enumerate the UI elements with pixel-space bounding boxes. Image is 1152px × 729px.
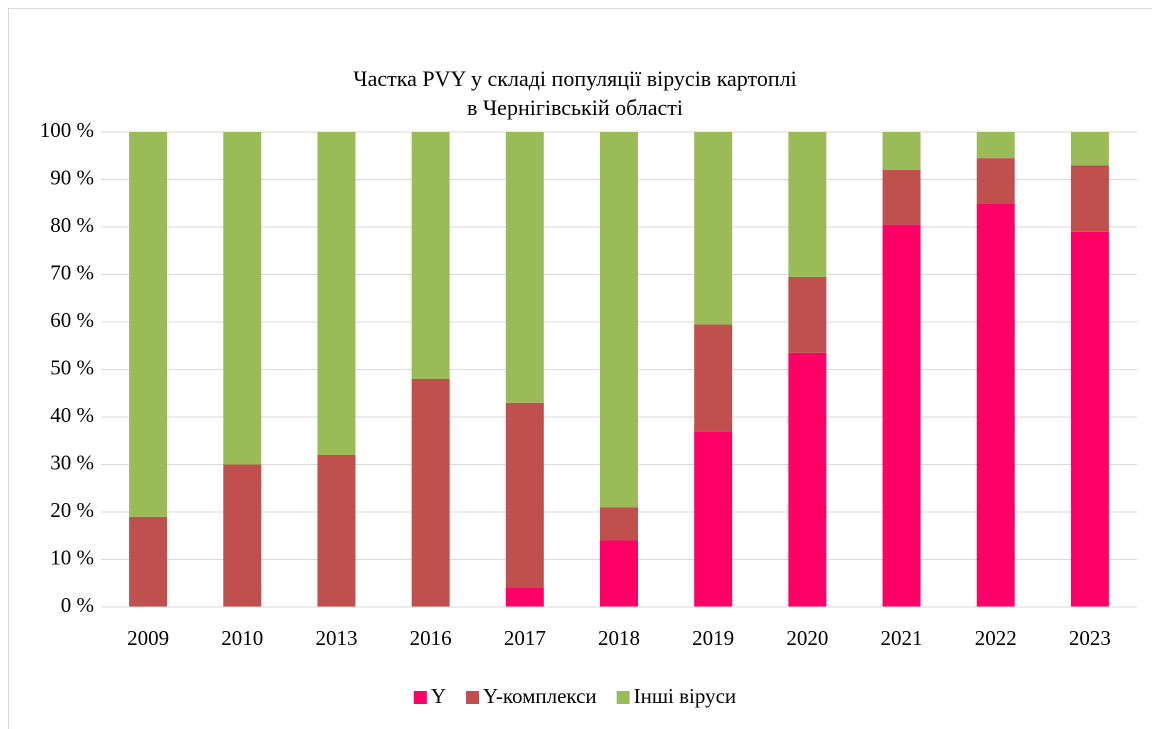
bar-segment xyxy=(223,464,262,607)
x-tick-label: 2019 xyxy=(692,626,734,650)
legend-swatch xyxy=(616,691,630,704)
bar-segment xyxy=(129,132,168,517)
bar-segment xyxy=(882,224,921,607)
y-tick-label: 60 % xyxy=(50,308,94,332)
bar-segment xyxy=(976,203,1015,607)
bar-segment xyxy=(1070,165,1109,232)
bar-segment xyxy=(600,540,638,607)
bar-segment xyxy=(1070,231,1109,607)
x-tick-label: 2020 xyxy=(786,626,828,650)
bar-segment xyxy=(505,132,544,403)
bar-segment xyxy=(505,588,544,607)
bar-segment xyxy=(411,379,450,607)
bar-segment xyxy=(317,455,356,607)
y-tick-label: 0 % xyxy=(61,593,94,617)
bar-segment xyxy=(882,170,921,225)
bar-segment xyxy=(694,324,733,432)
bar-segment xyxy=(788,132,827,277)
bar-segment xyxy=(694,431,733,607)
y-tick-label: 90 % xyxy=(50,165,94,189)
bar-segment xyxy=(600,507,638,541)
y-tick-label: 20 % xyxy=(50,498,94,522)
bar-segment xyxy=(129,516,168,607)
bar-segment xyxy=(882,132,921,170)
x-tick-label: 2016 xyxy=(410,626,452,650)
bar-segment xyxy=(788,352,827,607)
x-tick-label: 2021 xyxy=(881,626,923,650)
x-tick-label: 2017 xyxy=(504,626,546,650)
bar-segment xyxy=(505,402,544,588)
y-tick-label: 70 % xyxy=(50,260,94,284)
bar-segment xyxy=(976,132,1015,159)
x-tick-label: 2022 xyxy=(975,626,1017,650)
y-tick-label: 40 % xyxy=(50,403,94,427)
y-tick-label: 30 % xyxy=(50,450,94,474)
bar-segment xyxy=(411,132,450,379)
bar-segment xyxy=(788,276,827,353)
y-tick-label: 100 % xyxy=(40,118,94,142)
bar-segment xyxy=(976,158,1015,204)
x-tick-label: 2010 xyxy=(221,626,263,650)
y-tick-label: 10 % xyxy=(50,545,94,569)
bar-segment xyxy=(223,132,262,465)
chart-title: в Чернігівській області xyxy=(467,95,683,120)
x-tick-label: 2009 xyxy=(127,626,169,650)
legend-swatch xyxy=(413,691,427,704)
bar-segment xyxy=(694,132,733,325)
y-tick-label: 80 % xyxy=(50,213,94,237)
chart-border xyxy=(8,8,1152,729)
legend-label: Інші віруси xyxy=(634,684,737,708)
x-tick-label: 2013 xyxy=(315,626,357,650)
legend-label: Y-комплекси xyxy=(483,684,597,708)
bar-segment xyxy=(600,132,638,508)
chart-title: Частка PVY у складі популяції вірусів ка… xyxy=(353,66,796,91)
legend-label: Y xyxy=(431,684,446,708)
x-tick-label: 2023 xyxy=(1069,626,1111,650)
legend-swatch xyxy=(466,691,479,704)
bar-segment xyxy=(1070,132,1109,166)
y-tick-label: 50 % xyxy=(50,355,94,379)
x-tick-label: 2018 xyxy=(598,626,640,650)
bar-segment xyxy=(317,132,356,455)
